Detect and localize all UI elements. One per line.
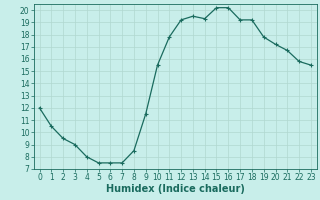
X-axis label: Humidex (Indice chaleur): Humidex (Indice chaleur) — [106, 184, 244, 194]
